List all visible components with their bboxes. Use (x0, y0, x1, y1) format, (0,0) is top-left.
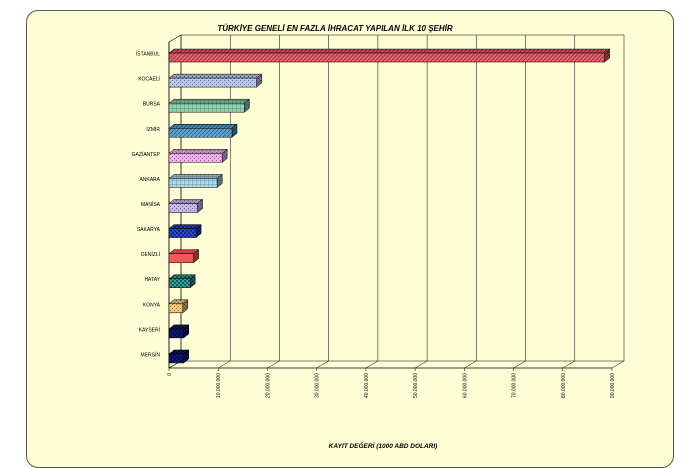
category-label: GAZİANTEP (132, 151, 161, 158)
bar-3 (168, 98, 251, 113)
bar-top (168, 48, 611, 54)
bar-13 (168, 349, 190, 364)
bar-front (168, 353, 185, 364)
bar-top (168, 73, 263, 79)
bar-top (168, 124, 238, 129)
floor-gridline (513, 360, 526, 369)
category-label: BURSA (143, 102, 161, 108)
bar-front (168, 253, 194, 263)
bar-front (168, 278, 191, 288)
floor-gridline (464, 360, 477, 369)
category-label: MERSİN (141, 351, 161, 358)
x-tick-label: 60.000.000 (462, 373, 468, 398)
x-tick-label: 80.000.000 (561, 373, 567, 398)
bar-top (168, 174, 223, 179)
bar-11 (168, 299, 189, 314)
category-label: İSTANBUL (136, 51, 160, 58)
bar-12 (168, 324, 190, 339)
x-tick-label: 70.000.000 (512, 373, 518, 398)
bar-1 (168, 48, 611, 63)
bar-6 (168, 173, 223, 188)
category-label: ANKARA (139, 177, 160, 183)
x-tick-label: 30.000.000 (315, 373, 321, 398)
category-label: KONYA (143, 302, 161, 308)
bar-front (168, 203, 198, 213)
category-label: DENİZLİ (141, 251, 160, 258)
bar-front (168, 303, 184, 314)
bar-top (168, 199, 204, 204)
x-tick-label: 40.000.000 (364, 373, 370, 398)
category-label: HATAY (144, 277, 160, 283)
bar-front (168, 52, 605, 63)
floor-gridline (414, 360, 428, 369)
bar-front (168, 328, 185, 339)
x-tick-label: 0 (167, 373, 173, 376)
floor-gridline (267, 360, 280, 369)
category-label: SAKARYA (137, 227, 161, 233)
x-axis-label: KAYIT DEĞERİ (1000 ABD DOLARI) (329, 441, 438, 450)
bar-5 (168, 148, 228, 163)
bar-7 (168, 198, 204, 214)
chart-title: TÜRKİYE GENELİ EN FAZLA İHRACAT YAPILAN … (217, 24, 453, 33)
bar-10 (168, 274, 196, 289)
bar-front (168, 102, 245, 113)
bar-4 (168, 123, 238, 138)
category-label: MANİSA (141, 201, 161, 208)
x-tick-label: 50.000.000 (413, 373, 419, 398)
bar-top (168, 149, 228, 154)
x-tick-label: 20.000.000 (265, 373, 271, 398)
chart-frame (26, 10, 674, 468)
x-tick-label: 90.000.000 (610, 373, 616, 398)
category-label: KOCAELİ (138, 76, 160, 83)
category-label: İZMİR (146, 126, 160, 133)
x-tick-label: 10.000.000 (216, 373, 222, 398)
bar-2 (168, 73, 263, 88)
floor-gridline (218, 360, 231, 369)
floor-gridline (562, 360, 575, 369)
bar-front (168, 128, 233, 138)
category-label: KAYSERİ (139, 326, 160, 333)
bar-top (168, 224, 202, 229)
floor-gridline (316, 360, 329, 369)
plot-area: 0 10.000.000 20.000.000 30.000.000 40.000.00… (132, 34, 625, 398)
floor-gridline (365, 360, 379, 369)
floor-gridline (611, 360, 625, 369)
bar-8 (168, 224, 202, 239)
bar-front (168, 153, 223, 163)
bar-front (168, 228, 197, 238)
bar-front (168, 77, 257, 88)
bar-9 (168, 249, 200, 264)
bar-front (168, 178, 218, 188)
bar-top (168, 98, 251, 104)
